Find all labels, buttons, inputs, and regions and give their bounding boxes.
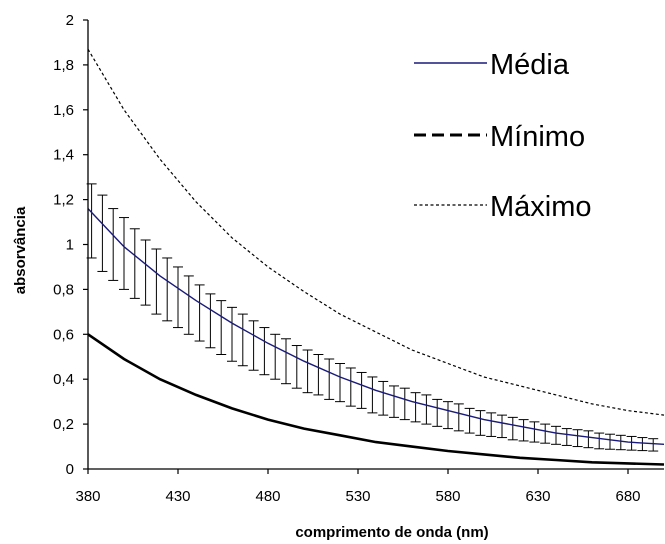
series-line-media [87, 208, 665, 445]
error-bars [86, 183, 659, 452]
y-tick-label: 0,6 [53, 326, 74, 343]
x-tick-label: 680 [615, 488, 640, 505]
x-axis-ticks: 380 430 480 530 580 630 680 [75, 469, 641, 505]
series-line-minimo [87, 333, 665, 466]
y-tick-label: 1,2 [53, 192, 74, 209]
legend-label-minimo: Mínimo [490, 121, 585, 153]
x-tick-label: 380 [75, 488, 100, 505]
y-tick-label: 2 [66, 12, 74, 29]
x-tick-label: 630 [525, 488, 550, 505]
legend-label-maximo: Máximo [490, 191, 592, 223]
y-tick-label: 1 [66, 237, 74, 254]
y-tick-label: 1,6 [53, 102, 74, 119]
series-line-maximo [87, 48, 665, 416]
x-tick-label: 530 [345, 488, 370, 505]
legend: Média Mínimo Máximo [414, 49, 592, 223]
x-tick-label: 430 [165, 488, 190, 505]
x-tick-label: 580 [435, 488, 460, 505]
y-tick-label: 0,2 [53, 416, 74, 433]
y-tick-label: 1,8 [53, 57, 74, 74]
axes [87, 20, 664, 470]
y-tick-label: 0 [66, 461, 74, 478]
plot-area [86, 48, 665, 466]
x-tick-label: 480 [255, 488, 280, 505]
x-axis-title: comprimento de onda (nm) [295, 524, 488, 541]
legend-label-media: Média [490, 49, 570, 81]
y-axis-title: absorvância [12, 206, 29, 294]
y-tick-label: 0,4 [53, 371, 74, 388]
y-tick-label: 0,8 [53, 281, 74, 298]
y-tick-label: 1,4 [53, 147, 74, 164]
y-axis-ticks: 0 0,2 0,4 0,6 0,8 1 1,2 1,4 1,6 1,8 2 [53, 12, 88, 478]
